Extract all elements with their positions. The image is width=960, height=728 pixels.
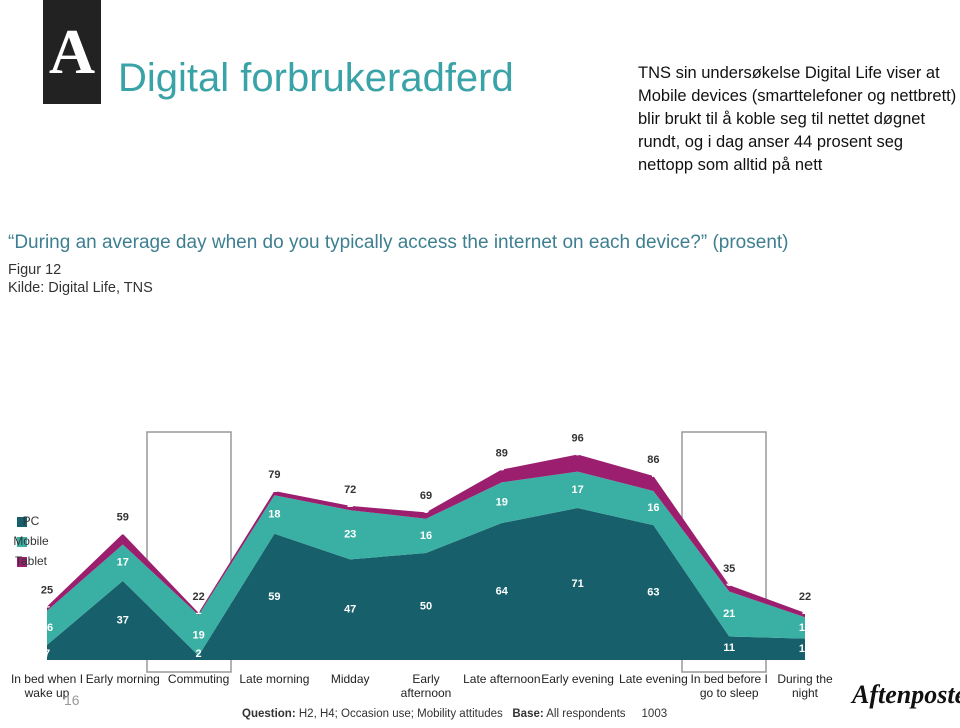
data-label: 17	[117, 557, 129, 569]
brand: Aftenposten	[852, 680, 960, 709]
legend-swatch	[17, 517, 27, 527]
data-label: 50	[420, 600, 432, 612]
total-label: 89	[496, 447, 508, 459]
total-label: 96	[571, 432, 583, 444]
data-label: 23	[344, 529, 356, 541]
data-label: 16	[41, 622, 53, 634]
data-label: 3	[726, 577, 732, 589]
total-label: 25	[41, 584, 53, 596]
source: Kilde: Digital Life, TNS	[8, 280, 153, 296]
x-tick-label: During the night	[777, 672, 833, 700]
data-label: 10	[799, 643, 811, 655]
data-label: 1	[196, 605, 202, 617]
data-label: 19	[192, 629, 204, 641]
data-label: 21	[723, 608, 735, 620]
data-label: 2	[196, 648, 202, 660]
data-label: 3	[423, 504, 429, 516]
total-label: 22	[192, 591, 204, 603]
area	[47, 508, 805, 660]
highlight-box	[146, 431, 232, 673]
total-label: 79	[268, 469, 280, 481]
x-tick-label: Early evening	[541, 672, 614, 686]
x-tick-label: Midday	[330, 672, 370, 686]
data-label: 2	[802, 605, 808, 617]
data-label: 2	[271, 483, 277, 495]
footer-label: Question:	[242, 708, 296, 720]
total-label: 59	[117, 512, 129, 524]
x-tick-label: Late evening	[619, 672, 688, 686]
data-label: 18	[268, 508, 280, 520]
data-label: 47	[344, 604, 356, 616]
legend-swatch	[17, 557, 27, 567]
total-label: 86	[647, 454, 659, 466]
logo: A	[43, 0, 101, 104]
data-label: 2	[44, 598, 50, 610]
data-label: 8	[575, 446, 581, 458]
x-tick-label: In bed before I go to sleep	[690, 672, 768, 700]
footer-text: All respondents	[546, 708, 626, 720]
footer-label: Base:	[512, 708, 544, 720]
data-label: 6	[499, 461, 505, 473]
legend-swatch	[17, 537, 27, 547]
footer-text: 1003	[641, 708, 668, 720]
legend-label: Mobile	[13, 534, 49, 548]
x-tick-label: Late afternoon	[463, 672, 541, 686]
data-label: 11	[723, 642, 735, 654]
legend-label: PC	[23, 514, 40, 528]
data-label: 7	[650, 468, 656, 480]
page-number: 16	[64, 692, 80, 708]
data-label: 59	[268, 591, 280, 603]
slide-title: Digital forbrukeradferd	[118, 56, 514, 100]
data-label: 5	[120, 526, 126, 538]
x-tick-label: Late morning	[239, 672, 310, 686]
data-label: 2	[347, 498, 353, 510]
legend-label: Tablet	[15, 554, 48, 568]
x-tick-label: Commuting	[167, 672, 230, 686]
total-label: 69	[420, 490, 432, 502]
data-label: 10	[799, 622, 811, 634]
x-tick-label: Early afternoon	[400, 672, 452, 700]
x-tick-label: In bed when I wake up	[10, 672, 84, 700]
total-label: 35	[723, 563, 735, 575]
data-label: 64	[496, 585, 509, 597]
data-label: 19	[496, 497, 508, 509]
figure-label: Figur 12	[8, 262, 62, 278]
data-label: 16	[420, 530, 432, 542]
footer-text: H2, H4; Occasion use; Mobility attitudes	[298, 708, 503, 720]
data-label: 71	[571, 578, 583, 590]
data-label: 16	[647, 502, 659, 514]
total-label: 22	[799, 591, 811, 603]
data-label: 37	[117, 614, 129, 626]
body-text: TNS sin undersøkelse Digital Life viser …	[638, 64, 957, 174]
data-label: 63	[647, 586, 659, 598]
data-label: 7	[44, 648, 50, 660]
x-tick-label: Early morning	[85, 672, 160, 686]
footer: Question: H2, H4; Occasion use; Mobility…	[242, 708, 667, 720]
data-label: 17	[571, 484, 583, 496]
total-label: 72	[344, 484, 356, 496]
chart-title: “During an average day when do you typic…	[8, 232, 789, 253]
